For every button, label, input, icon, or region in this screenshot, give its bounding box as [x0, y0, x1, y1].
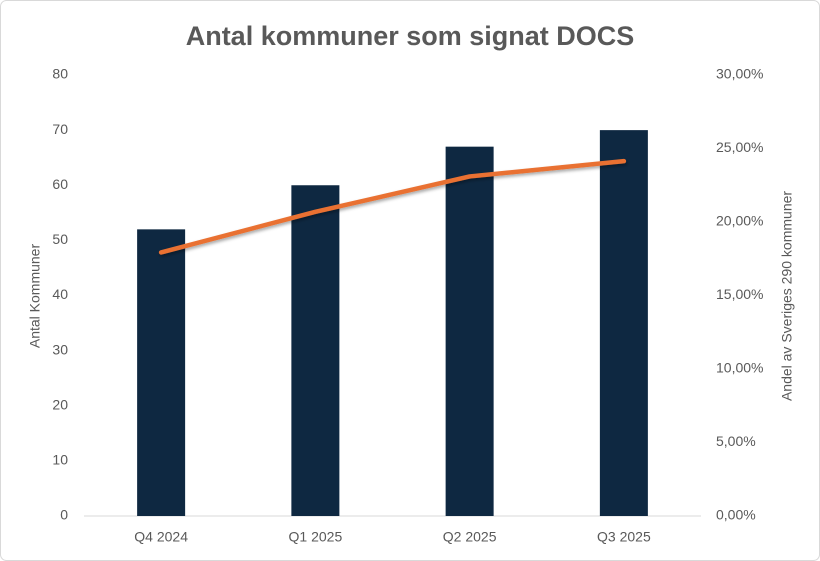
y-tick-label: 70: [52, 121, 68, 137]
y-tick-label: 10: [52, 452, 68, 468]
y-tick-label: 20: [52, 396, 68, 412]
y2-axis-label: Andel av Sveriges 290 kommuner: [779, 191, 795, 401]
y2-tick-label: 15,00%: [716, 286, 763, 302]
y-tick-label: 40: [52, 286, 68, 302]
bar: [445, 146, 494, 516]
y-tick-label: 30: [52, 341, 68, 357]
y2-tick-label: 0,00%: [716, 507, 756, 523]
y2-tick-label: 5,00%: [716, 433, 756, 449]
y-axis-label: Antal Kommuner: [27, 244, 43, 349]
x-tick-label: Q2 2025: [443, 529, 497, 545]
y-tick-label: 80: [52, 66, 68, 82]
bar: [137, 229, 186, 516]
bar: [291, 185, 340, 516]
x-tick-label: Q1 2025: [289, 529, 343, 545]
y2-tick-label: 30,00%: [716, 66, 763, 82]
y2-tick-label: 10,00%: [716, 360, 763, 376]
y2-tick-label: 25,00%: [716, 139, 763, 155]
y2-tick-label: 20,00%: [716, 213, 763, 229]
y-tick-label: 0: [60, 507, 68, 523]
y-tick-label: 60: [52, 176, 68, 192]
y-tick-label: 50: [52, 231, 68, 247]
chart-title: Antal kommuner som signat DOCS: [186, 21, 635, 51]
line: [158, 158, 627, 255]
bar: [599, 130, 648, 516]
x-tick-label: Q3 2025: [597, 529, 651, 545]
x-tick-label: Q4 2024: [134, 529, 188, 545]
